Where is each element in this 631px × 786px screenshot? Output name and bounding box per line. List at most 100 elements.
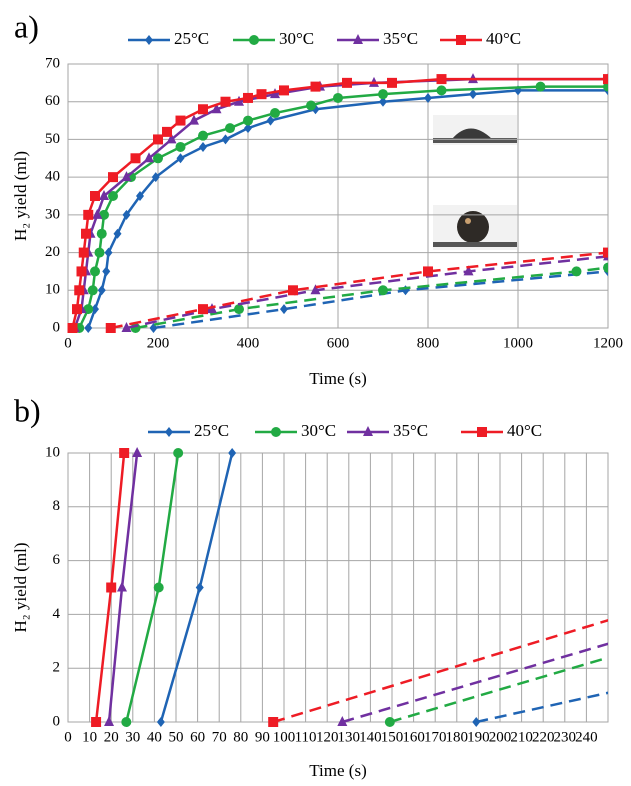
legend-marker xyxy=(249,35,259,45)
marker xyxy=(288,285,298,296)
x-tick-label: 0 xyxy=(64,729,72,745)
y-axis-title: H₂ yield (ml) xyxy=(11,543,30,633)
marker xyxy=(67,323,78,333)
y-tick-label: 60 xyxy=(45,93,60,109)
marker xyxy=(102,266,111,277)
marker xyxy=(96,228,107,239)
dashed-line xyxy=(153,270,608,330)
marker xyxy=(195,582,204,593)
legend-label: 40°C xyxy=(486,29,521,48)
x-tick-label: 200 xyxy=(489,729,512,745)
marker xyxy=(156,717,165,727)
x-tick-label: 130 xyxy=(338,729,361,745)
x-tick-label: 60 xyxy=(190,729,205,745)
marker xyxy=(87,285,98,296)
marker xyxy=(424,92,432,103)
marker xyxy=(173,448,184,458)
marker xyxy=(472,717,481,727)
marker xyxy=(108,191,118,201)
marker xyxy=(130,153,141,164)
y-tick-label: 40 xyxy=(45,169,60,185)
line xyxy=(87,89,608,329)
marker xyxy=(121,322,132,332)
marker xyxy=(243,92,253,103)
marker xyxy=(603,74,608,85)
marker xyxy=(337,716,348,726)
x-tick-label: 220 xyxy=(532,729,555,745)
dashed-line xyxy=(341,642,608,724)
marker xyxy=(113,228,122,239)
legend-marker xyxy=(271,427,281,437)
marker xyxy=(280,304,288,315)
marker xyxy=(379,96,387,107)
marker xyxy=(211,103,222,114)
plot-border xyxy=(67,63,609,329)
x-tick-label: 1200 xyxy=(593,335,623,351)
legend-marker xyxy=(353,34,363,44)
marker xyxy=(153,582,164,593)
marker xyxy=(603,262,608,273)
marker xyxy=(81,228,91,239)
line xyxy=(78,85,608,329)
marker xyxy=(378,89,388,100)
marker xyxy=(228,448,237,458)
marker xyxy=(106,582,117,593)
marker xyxy=(99,190,109,200)
x-tick-label: 240 xyxy=(575,729,598,745)
marker xyxy=(384,717,395,727)
legend-marker xyxy=(363,426,373,436)
marker xyxy=(221,134,230,145)
marker xyxy=(104,247,113,258)
x-tick-label: 80 xyxy=(233,729,248,745)
y-tick-label: 20 xyxy=(45,244,60,260)
plot-border xyxy=(67,452,609,723)
panel-label: b) xyxy=(14,392,41,428)
dashed-line xyxy=(135,266,608,330)
x-tick-label: 110 xyxy=(295,729,317,745)
x-tick-label: 160 xyxy=(402,729,425,745)
y-axis-title: H₂ yield (ml) xyxy=(11,151,30,241)
marker xyxy=(94,247,105,258)
marker xyxy=(105,323,116,333)
marker xyxy=(76,266,87,277)
x-tick-label: 100 xyxy=(273,729,296,745)
marker xyxy=(91,304,99,315)
plot-area xyxy=(91,447,608,727)
legend-marker xyxy=(456,35,466,45)
marker xyxy=(108,172,118,183)
x-tick-label: 400 xyxy=(237,335,260,351)
marker xyxy=(78,247,89,258)
marker xyxy=(256,89,267,100)
y-tick-label: 0 xyxy=(53,319,61,335)
marker xyxy=(176,153,185,164)
marker xyxy=(306,100,316,111)
marker xyxy=(603,247,608,258)
marker xyxy=(175,115,186,126)
marker xyxy=(198,304,208,315)
legend-label: 25°C xyxy=(194,421,229,440)
marker xyxy=(266,115,275,126)
x-tick-label: 20 xyxy=(104,729,119,745)
y-tick-label: 50 xyxy=(45,131,60,147)
x-tick-label: 70 xyxy=(212,729,227,745)
marker xyxy=(378,285,388,296)
marker xyxy=(121,171,132,182)
marker xyxy=(436,85,447,96)
marker xyxy=(175,141,186,152)
x-tick-label: 120 xyxy=(316,729,339,745)
marker xyxy=(91,717,102,727)
y-tick-label: 8 xyxy=(53,498,61,514)
marker xyxy=(198,104,208,115)
marker xyxy=(151,172,160,183)
y-tick-label: 10 xyxy=(45,282,60,298)
marker xyxy=(243,115,253,126)
x-tick-label: 200 xyxy=(147,335,170,351)
marker xyxy=(387,77,397,88)
dashed-line xyxy=(272,618,608,724)
marker xyxy=(198,130,208,141)
x-tick-label: 10 xyxy=(82,729,97,745)
x-tick-label: 90 xyxy=(255,729,270,745)
marker xyxy=(268,717,279,727)
legend-marker xyxy=(145,35,153,45)
marker xyxy=(279,85,289,96)
